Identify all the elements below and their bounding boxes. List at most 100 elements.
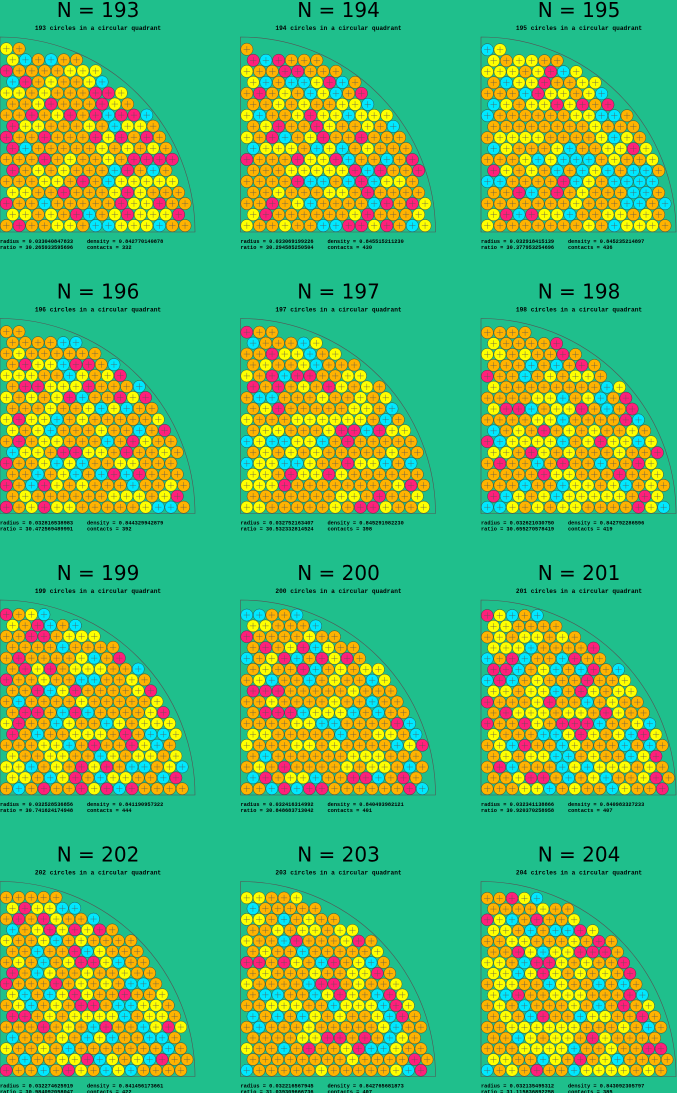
circle-cross	[572, 504, 579, 511]
circle-cross	[566, 211, 574, 218]
circle-cross	[332, 460, 339, 467]
circle-cross	[129, 482, 137, 489]
circle-cross	[294, 416, 301, 423]
circle-cross	[484, 460, 491, 467]
circle-cross	[294, 112, 301, 119]
circle-cross	[275, 167, 282, 174]
stat-density: density = 0.845515211230	[328, 239, 404, 245]
circle-cross	[54, 89, 61, 97]
circle-cross	[623, 178, 631, 185]
circle-cross	[124, 211, 131, 218]
panel-subtitle: 198 circles in a circular quadrant	[516, 307, 643, 314]
circle-cross	[117, 460, 124, 467]
circle-cross	[566, 101, 574, 108]
circle-cross	[66, 89, 74, 97]
circle-cross	[598, 90, 605, 97]
circle-cross	[559, 482, 567, 489]
circle-cross	[616, 471, 623, 478]
circle-cross	[53, 438, 61, 445]
circle-cross	[79, 394, 86, 401]
circle-cross	[490, 123, 497, 130]
circle-cross	[357, 482, 364, 489]
circle-cross	[294, 460, 301, 467]
circle-cross	[344, 460, 352, 467]
circle-cross	[41, 200, 48, 207]
circle-cross	[28, 416, 35, 423]
stat-contacts: contacts = 407	[328, 1090, 373, 1093]
circle-cross	[534, 178, 542, 185]
circle-cross	[396, 178, 403, 185]
circle-cross	[269, 90, 276, 97]
stat-ratio: ratio = 30.472569489991	[0, 527, 73, 533]
circle-cross	[287, 405, 295, 412]
circle-cross	[541, 57, 548, 64]
circle-cross	[269, 134, 276, 141]
circle-cross	[534, 68, 542, 75]
circle-cross	[560, 90, 567, 97]
circle-cross	[300, 427, 307, 434]
circle-cross	[415, 189, 422, 196]
circle-cross	[47, 78, 55, 86]
circle-cross	[515, 167, 523, 174]
circle-cross	[300, 493, 307, 500]
circle-cross	[9, 211, 16, 218]
circle-cross	[136, 493, 143, 500]
circle-cross	[579, 123, 586, 130]
circle-cross	[34, 449, 42, 456]
circle-cross	[515, 123, 523, 130]
circle-cross	[281, 460, 288, 467]
circle-cross	[143, 111, 150, 119]
circle-cross	[339, 189, 346, 196]
circle-cross	[35, 56, 42, 64]
circle-cross	[490, 79, 497, 86]
circle-cross	[268, 394, 276, 401]
circle-cross	[155, 416, 162, 423]
circle-cross	[47, 427, 54, 434]
circle-cross	[41, 438, 48, 445]
circle-cross	[534, 222, 542, 229]
circle-cross	[364, 211, 371, 218]
circle-cross	[503, 211, 510, 218]
circle-cross	[339, 167, 346, 174]
circle-cross	[243, 200, 251, 207]
circle-cross	[560, 200, 567, 207]
circle-cross	[156, 134, 163, 141]
circle-cross	[541, 189, 548, 196]
circle-cross	[358, 178, 365, 185]
circle-cross	[143, 134, 150, 141]
circle-cross	[41, 372, 48, 379]
circle-cross	[320, 222, 327, 229]
circle-cross	[409, 222, 416, 229]
circle-cross	[522, 112, 529, 119]
circle-cross	[268, 460, 276, 467]
circle-cross	[623, 112, 631, 119]
circle-cross	[630, 211, 637, 218]
circle-cross	[592, 145, 599, 152]
circle-cross	[174, 493, 181, 500]
circle-cross	[388, 493, 396, 500]
circle-cross	[161, 449, 168, 456]
circle-cross	[28, 438, 35, 445]
circle-cross	[383, 222, 391, 229]
circle-cross	[22, 78, 29, 86]
circle-cross	[15, 200, 23, 207]
circle-cross	[118, 222, 125, 229]
circle-cross	[136, 427, 143, 434]
circle-cross	[509, 90, 516, 97]
circle-cross	[339, 79, 346, 86]
circle-cross	[401, 493, 408, 500]
circle-cross	[155, 482, 162, 489]
circle-cross	[15, 111, 23, 119]
circle-cross	[143, 178, 150, 185]
circle-cross	[370, 178, 378, 185]
circle-cross	[358, 134, 365, 141]
circle-cross	[111, 211, 119, 218]
circle-cross	[47, 493, 54, 500]
circle-cross	[541, 101, 548, 108]
circle-cross	[642, 145, 650, 152]
circle-cross	[320, 112, 327, 119]
circle-cross	[351, 211, 359, 218]
circle-cross	[306, 372, 314, 380]
circle-cross	[47, 145, 55, 152]
